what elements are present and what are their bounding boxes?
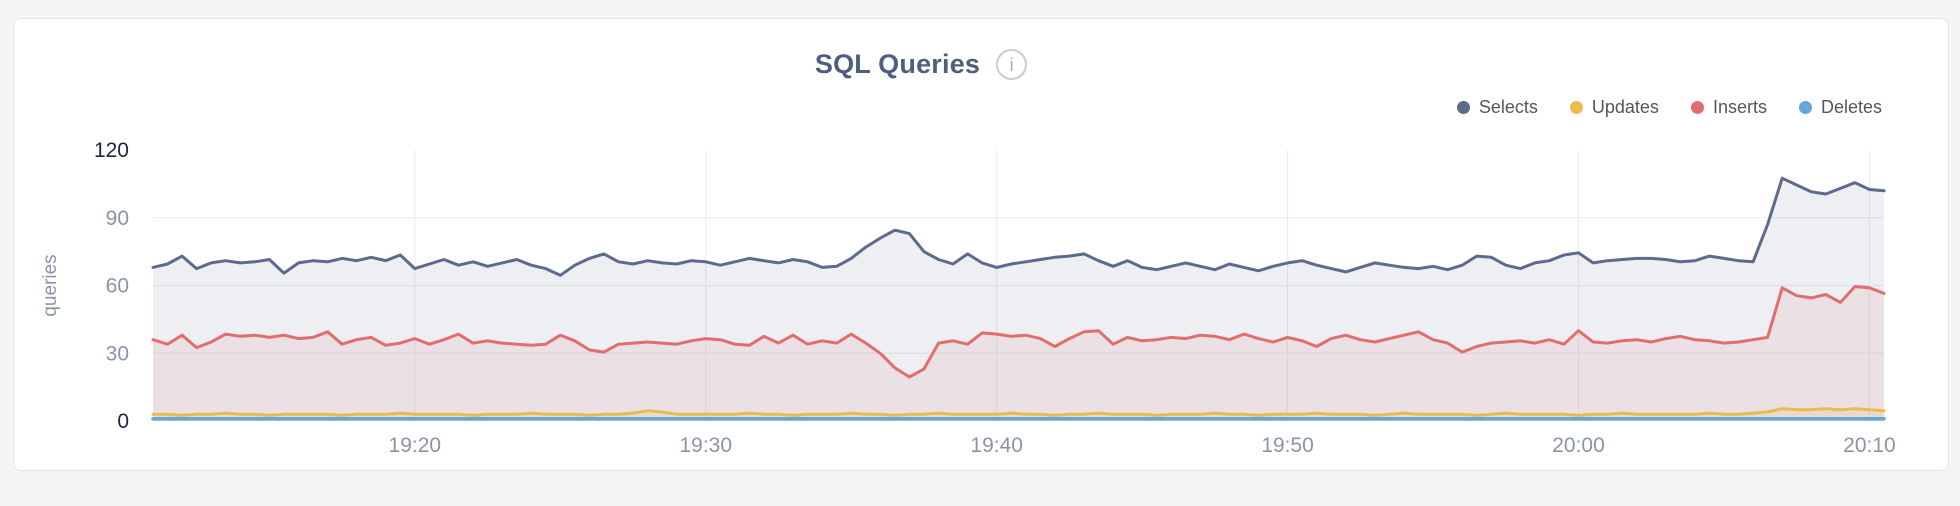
y-tick-label: 60 — [106, 275, 129, 298]
updates-line — [151, 407, 1886, 417]
legend: Selects Updates Inserts Deletes — [1456, 97, 1882, 118]
x-tick-label: 20:00 — [1552, 434, 1605, 457]
selects-dot-icon — [1456, 101, 1470, 114]
legend-item-inserts[interactable]: Inserts — [1690, 97, 1767, 118]
legend-label: Selects — [1478, 97, 1538, 117]
legend-item-updates[interactable]: Updates — [1569, 97, 1659, 118]
legend-label: Updates — [1591, 97, 1659, 117]
x-tick-label: 19:20 — [389, 434, 442, 457]
inserts-line — [151, 285, 1886, 379]
x-tick-label: 19:30 — [679, 434, 732, 457]
chart-header: SQL Queries i — [0, 49, 1888, 80]
x-tick-label: 20:10 — [1843, 434, 1896, 457]
inserts-dot-icon — [1690, 101, 1704, 114]
selects-area — [153, 178, 1884, 421]
y-axis-label: queries — [40, 254, 61, 316]
deletes-dot-icon — [1798, 101, 1812, 114]
sql-queries-chart: 19:20 19:30 19:40 19:50 20:00 20:10 0 30 60 90 120… — [40, 139, 1896, 457]
legend-item-deletes[interactable]: Deletes — [1798, 97, 1882, 118]
y-tick-label: 120 — [94, 139, 129, 162]
legend-label: Deletes — [1820, 97, 1882, 117]
legend-item-selects[interactable]: Selects — [1456, 97, 1538, 118]
y-tick-label: 30 — [106, 342, 129, 365]
chart-title: SQL Queries — [814, 49, 981, 79]
chart-card: SQL Queries i Selects Updates Inserts De… — [13, 18, 1949, 471]
selects-line — [151, 176, 1886, 277]
y-tick-label: 0 — [117, 410, 129, 433]
info-icon[interactable]: i — [996, 49, 1028, 80]
inserts-area — [153, 286, 1884, 421]
y-tick-label: 90 — [106, 207, 129, 230]
legend-label: Inserts — [1712, 97, 1767, 117]
updates-dot-icon — [1569, 101, 1583, 114]
x-tick-label: 19:40 — [970, 434, 1023, 457]
x-tick-label: 19:50 — [1261, 434, 1314, 457]
